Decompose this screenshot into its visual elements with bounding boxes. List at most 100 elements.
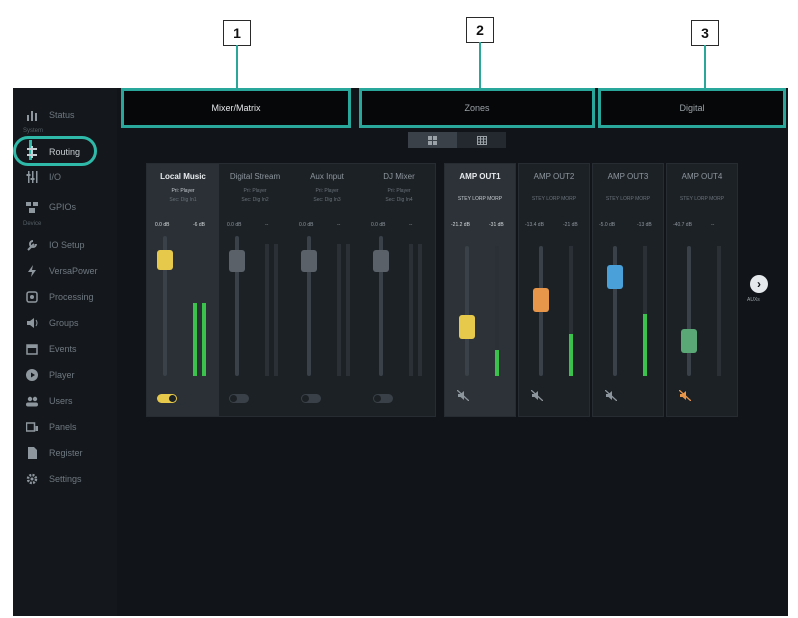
mute-icon[interactable] bbox=[604, 389, 618, 404]
fader-handle[interactable] bbox=[301, 250, 317, 273]
gain-readout: 0.0 dB bbox=[299, 222, 314, 228]
sidebar-item-processing[interactable]: Processing bbox=[25, 288, 94, 306]
channel-name[interactable]: Aux Input bbox=[310, 172, 344, 181]
sidebar-item-versapower[interactable]: VersaPower bbox=[25, 262, 98, 280]
channel-name[interactable]: DJ Mixer bbox=[383, 172, 415, 181]
sidebar-item-label: Events bbox=[49, 344, 77, 354]
next-auxs-label: AUXs bbox=[747, 297, 760, 303]
input-strip: DJ Mixer Pri: Player Sec: Dig In4 0.0 dB -- bbox=[363, 164, 435, 416]
output-level-readout: -13 dB bbox=[637, 222, 652, 228]
sidebar-item-label: Register bbox=[49, 448, 83, 458]
mute-icon[interactable] bbox=[678, 389, 692, 404]
sidebar-item-label: Settings bbox=[49, 474, 82, 484]
table-view-button[interactable] bbox=[457, 132, 506, 148]
gain-readout: 0.0 dB bbox=[227, 222, 242, 228]
fader-handle[interactable] bbox=[373, 250, 389, 273]
toggle-knob bbox=[169, 395, 176, 402]
output-fader-track bbox=[687, 246, 691, 376]
fader-track bbox=[379, 236, 383, 376]
lightning-icon bbox=[25, 264, 39, 278]
fader-track bbox=[307, 236, 311, 376]
mute-icon[interactable] bbox=[530, 389, 544, 404]
output-gain-readout: -21.2 dB bbox=[451, 222, 470, 228]
output-strip: AMP OUT2 STEY LORP MORP -13.4 dB -21 dB bbox=[518, 163, 590, 417]
processing-icon bbox=[25, 290, 39, 304]
callout-1: 1 bbox=[223, 20, 251, 46]
output-level-readout: -- bbox=[711, 222, 715, 228]
channel-toggle[interactable] bbox=[157, 394, 177, 403]
sidebar-item-status[interactable]: Status bbox=[25, 106, 75, 124]
output-meter bbox=[717, 246, 721, 376]
grid-icon bbox=[428, 135, 437, 145]
sidebar-item-gpios[interactable]: GPIOs bbox=[25, 198, 76, 216]
sidebar-item-register[interactable]: Register bbox=[25, 444, 83, 462]
output-strip: AMP OUT1 STEY LORP MORP -21.2 dB -31 dB bbox=[444, 163, 516, 417]
callout-3-line bbox=[704, 45, 706, 90]
channel-toggle[interactable] bbox=[229, 394, 249, 403]
secondary-source: Sec: Dig In1 bbox=[169, 197, 197, 203]
primary-source: Pri: Player bbox=[387, 188, 411, 194]
fader-handle[interactable] bbox=[157, 250, 173, 271]
mute-icon[interactable] bbox=[456, 389, 470, 404]
output-fader-handle[interactable] bbox=[607, 265, 623, 290]
gpio-icon bbox=[25, 200, 39, 214]
input-strip: Aux Input Pri: Player Sec: Dig In3 0.0 dB -- bbox=[291, 164, 363, 416]
sidebar-item-io[interactable]: I/O bbox=[25, 168, 61, 186]
output-name[interactable]: AMP OUT2 bbox=[533, 172, 575, 181]
fader-handle[interactable] bbox=[229, 250, 245, 273]
sidebar-item-label: Processing bbox=[49, 292, 94, 302]
sidebar-item-io-setup[interactable]: IO Setup bbox=[25, 236, 85, 254]
fader-track bbox=[163, 236, 167, 376]
sidebar-item-label: VersaPower bbox=[49, 266, 98, 276]
channel-name[interactable]: Local Music bbox=[160, 172, 206, 181]
output-name[interactable]: AMP OUT4 bbox=[681, 172, 723, 181]
sidebar-section-system: System bbox=[23, 128, 44, 134]
sidebar-item-player[interactable]: Player bbox=[25, 366, 75, 384]
callout-3: 3 bbox=[691, 20, 719, 46]
output-name[interactable]: AMP OUT1 bbox=[459, 172, 501, 181]
output-meter bbox=[643, 246, 647, 376]
output-fader-track bbox=[613, 246, 617, 376]
sidebar-item-label: IO Setup bbox=[49, 240, 85, 250]
output-fader-handle[interactable] bbox=[533, 288, 549, 313]
callout-2: 2 bbox=[466, 17, 494, 43]
meter-level bbox=[202, 303, 206, 376]
channel-name[interactable]: Digital Stream bbox=[229, 172, 281, 181]
output-fader-handle[interactable] bbox=[681, 328, 697, 353]
channel-toggle[interactable] bbox=[301, 394, 321, 403]
meter-left bbox=[337, 244, 341, 376]
sidebar-item-label: Player bbox=[49, 370, 75, 380]
routing-highlight-ring bbox=[13, 136, 97, 166]
next-auxs-button[interactable]: › bbox=[750, 275, 768, 293]
output-meter-level bbox=[495, 350, 499, 376]
meter-level bbox=[193, 303, 197, 376]
grid-view-button[interactable] bbox=[408, 132, 457, 148]
toggle-knob bbox=[302, 395, 309, 402]
play-icon bbox=[25, 368, 39, 382]
callout-2-line bbox=[479, 42, 481, 90]
tab-zones[interactable]: Zones bbox=[359, 88, 595, 128]
gear-icon bbox=[25, 472, 39, 486]
sidebar-item-events[interactable]: Events bbox=[25, 340, 77, 358]
output-modes: STEY LORP MORP bbox=[679, 196, 725, 202]
sidebar-item-label: Users bbox=[49, 396, 73, 406]
sidebar-item-users[interactable]: Users bbox=[25, 392, 73, 410]
tab-digital[interactable]: Digital bbox=[598, 88, 786, 128]
level-readout: -- bbox=[337, 222, 341, 228]
sidebar-item-settings[interactable]: Settings bbox=[25, 470, 82, 488]
level-readout: -- bbox=[265, 222, 269, 228]
sidebar-item-panels[interactable]: Panels bbox=[25, 418, 77, 436]
channel-toggle[interactable] bbox=[373, 394, 393, 403]
sidebar-item-groups[interactable]: Groups bbox=[25, 314, 79, 332]
input-strip: Local Music Pri: Player Sec: Dig In1 0.0 dB… bbox=[147, 164, 219, 416]
output-gain-readout: -13.4 dB bbox=[525, 222, 544, 228]
tab-mixer-matrix[interactable]: Mixer/Matrix bbox=[121, 88, 351, 128]
app-window: Status System Routing I/O GPIOs Device bbox=[13, 88, 788, 616]
output-fader-handle[interactable] bbox=[459, 314, 475, 339]
sidebar-item-label: Panels bbox=[49, 422, 77, 432]
sidebar-item-label: Status bbox=[49, 110, 75, 120]
input-channels-panel: Local Music Pri: Player Sec: Dig In1 0.0 dB… bbox=[146, 163, 436, 417]
output-name[interactable]: AMP OUT3 bbox=[607, 172, 649, 181]
gain-readout: 0.0 dB bbox=[155, 222, 170, 228]
table-icon bbox=[476, 135, 487, 145]
